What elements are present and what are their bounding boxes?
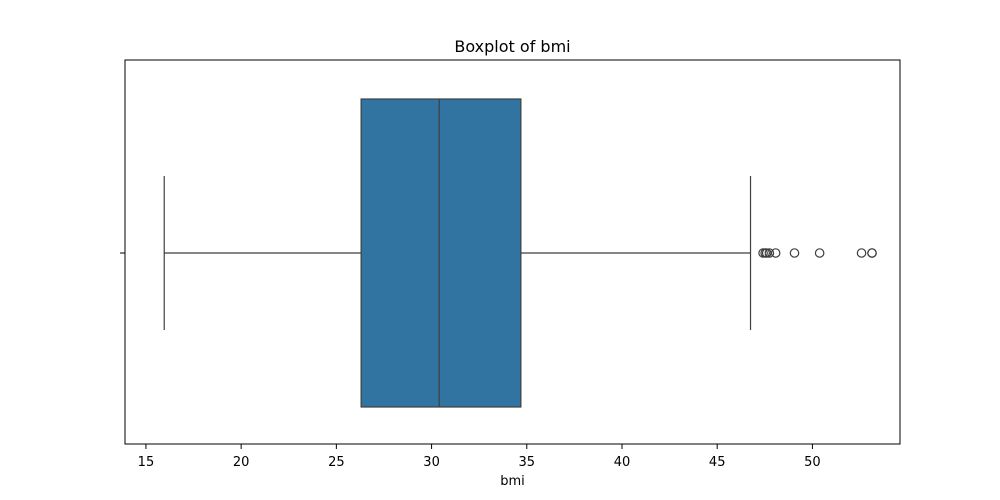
- outlier-point: [789, 248, 800, 258]
- x-tick-label: 25: [328, 455, 345, 470]
- x-axis-label: bmi: [500, 474, 525, 489]
- chart-title: Boxplot of bmi: [454, 37, 570, 56]
- iqr-box: [360, 98, 522, 408]
- x-tick-label: 20: [233, 455, 250, 470]
- outlier-point: [770, 248, 781, 258]
- outlier-point: [856, 248, 867, 258]
- x-axis-ticks: 15 20 25 30 35 40 45 50: [138, 444, 821, 470]
- outlier-point: [867, 248, 877, 258]
- x-tick-label: 15: [138, 455, 155, 470]
- x-tick-label: 40: [614, 455, 631, 470]
- x-tick-label: 50: [804, 455, 821, 470]
- outlier-point: [764, 248, 775, 258]
- x-tick-label: 45: [709, 455, 726, 470]
- outlier-point: [814, 248, 825, 258]
- x-tick-label: 30: [423, 455, 440, 470]
- plot-area: [163, 98, 877, 408]
- x-tick-label: 35: [519, 455, 536, 470]
- axes-frame: [124, 59, 901, 445]
